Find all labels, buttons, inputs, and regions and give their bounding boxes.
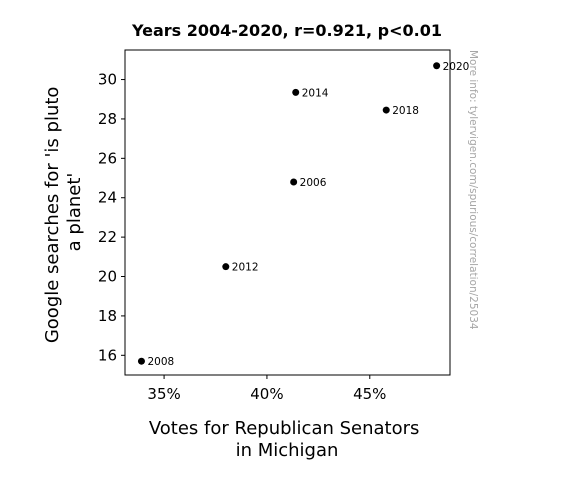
x-tick-label: 40% [250, 385, 283, 403]
data-point-2020 [433, 62, 441, 70]
data-label-2008: 2008 [147, 356, 174, 368]
data-point-2014 [292, 88, 300, 96]
x-axis-label: Votes for Republican Senators in Michiga… [149, 418, 425, 461]
x-axis-label-line-2: in Michigan [236, 440, 339, 461]
x-tick-label: 45% [353, 385, 386, 403]
x-axis: 35% 40% 45% [147, 375, 386, 403]
y-tick-label: 20 [98, 268, 117, 286]
y-tick-label: 30 [98, 71, 117, 89]
data-label-2006: 2006 [300, 177, 327, 189]
y-tick-label: 26 [98, 149, 117, 167]
y-axis-label: Google searches for 'is pluto a planet' [42, 81, 85, 343]
y-tick-label: 18 [98, 307, 117, 325]
data-label-2020: 2020 [443, 61, 470, 73]
plot-frame [124, 49, 451, 376]
y-axis: 16 18 20 22 24 26 28 30 [98, 71, 125, 364]
data-point-2018 [382, 106, 390, 114]
data-point-2008 [137, 357, 145, 365]
x-axis-label-line-1: Votes for Republican Senators [149, 418, 420, 439]
data-points: 2006 2008 2012 2014 2018 2020 [137, 61, 470, 368]
data-label-2012: 2012 [232, 262, 259, 274]
data-point-2012 [222, 263, 230, 271]
y-tick-label: 16 [98, 346, 117, 364]
data-label-2018: 2018 [392, 105, 419, 117]
y-tick-label: 28 [98, 110, 117, 128]
x-tick-label: 35% [147, 385, 180, 403]
source-watermark: More info: tylervigen.com/spurious/corre… [467, 50, 479, 330]
y-tick-label: 24 [98, 189, 117, 207]
y-tick-label: 22 [98, 228, 117, 246]
data-point-2006 [290, 178, 298, 186]
y-axis-label-line-2: a planet' [64, 173, 85, 252]
chart-title: Years 2004-2020, r=0.921, p<0.01 [131, 21, 442, 40]
y-axis-label-line-1: Google searches for 'is pluto [42, 87, 63, 344]
data-label-2014: 2014 [302, 87, 329, 99]
